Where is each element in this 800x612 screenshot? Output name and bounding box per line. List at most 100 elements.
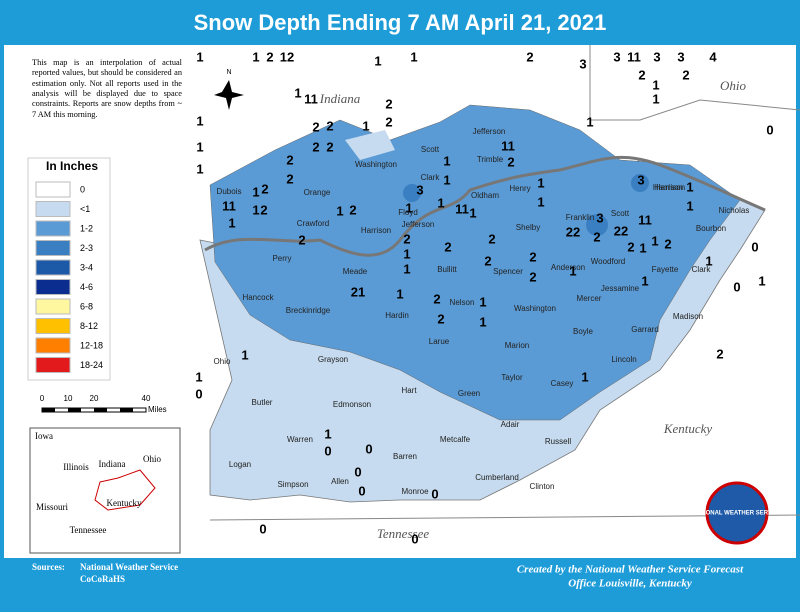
state-border	[209, 514, 800, 521]
county-label: Warren	[287, 435, 313, 444]
snow-report: 1	[396, 286, 403, 301]
county-label: Oldham	[471, 191, 499, 200]
county-label: Clark	[692, 265, 712, 274]
snow-report: 1	[228, 215, 235, 230]
county-label: Marion	[505, 341, 529, 350]
county-label: Harrison	[655, 183, 685, 192]
county-label: Crawford	[297, 219, 329, 228]
snow-report: 1	[537, 194, 544, 209]
note: This map is an interpolation of actual r…	[32, 58, 182, 119]
snow-report: 3	[677, 49, 684, 64]
credit: Office Louisville, Kentucky	[568, 578, 692, 590]
snow-report: 1	[479, 294, 486, 309]
snow-report: 2	[326, 118, 333, 133]
county-label: Scott	[611, 209, 630, 218]
snow-report: 3	[579, 56, 586, 71]
snow-report: 2	[326, 139, 333, 154]
snow-report: 1	[686, 179, 693, 194]
county-label: Fayette	[652, 265, 679, 274]
inset-label: Missouri	[36, 502, 69, 512]
county-label: Dubois	[217, 187, 242, 196]
legend-swatch	[35, 201, 71, 217]
legend-title: In Inches	[46, 159, 98, 173]
snow-report: 0	[259, 521, 266, 536]
snow-report: 2	[349, 202, 356, 217]
county-label: Logan	[229, 460, 251, 469]
snow-report: 2	[403, 231, 410, 246]
legend-label: 6-8	[80, 301, 93, 311]
county-label: Taylor	[501, 373, 523, 382]
snow-report: 1	[241, 347, 248, 362]
snow-report: 4	[709, 49, 717, 64]
snow-report: 1	[639, 240, 646, 255]
legend-label: 18-24	[80, 360, 103, 370]
snow-report: 1	[581, 369, 588, 384]
county-label: Jessamine	[601, 284, 640, 293]
snow-report: 3	[416, 182, 423, 197]
scale-label: 0	[40, 394, 45, 403]
county-label: Spencer	[493, 267, 523, 276]
snow-report: 1	[195, 369, 202, 384]
snow-report: 2	[664, 236, 671, 251]
snow-report: 1	[443, 153, 450, 168]
legend-swatch	[35, 220, 71, 237]
county-label: Monroe	[401, 487, 429, 496]
snow-report: 21	[351, 284, 365, 299]
snow-report: 2	[444, 239, 451, 254]
source: CoCoRaHS	[80, 574, 125, 584]
snow-report: 2	[266, 49, 273, 64]
county-label: Ohio	[214, 357, 231, 366]
snow-report: 2	[627, 239, 634, 254]
county-label: Larue	[429, 337, 450, 346]
county-label: Henry	[509, 184, 530, 193]
state-label: Kentucky	[663, 421, 713, 436]
snow-report: 0	[411, 531, 418, 546]
snow-report: 0	[195, 386, 202, 401]
snow-report: 1	[641, 273, 648, 288]
snow-report: 1	[252, 202, 259, 217]
snow-report: 1	[437, 195, 444, 210]
nws-logo-text: NATIONAL WEATHER SERVICE	[692, 511, 782, 517]
county-label: Hardin	[385, 311, 409, 320]
snow-report: 1	[443, 172, 450, 187]
snow-report: 2	[433, 291, 440, 306]
snow-report: 11	[304, 91, 318, 106]
region-1-2	[209, 104, 741, 421]
snow-report: 2	[529, 249, 536, 264]
scale-label: 20	[90, 394, 99, 403]
county-label: Cumberland	[475, 473, 519, 482]
snow-report: 2	[488, 231, 495, 246]
legend-swatch	[35, 337, 71, 354]
county-label: Washington	[355, 160, 397, 169]
county-label: Nicholas	[719, 206, 750, 215]
legend-label: 8-12	[80, 321, 98, 331]
title: Snow Depth Ending 7 AM April 21, 2021	[194, 10, 607, 35]
snow-report: 22	[566, 224, 580, 239]
inset-label: Indiana	[99, 459, 126, 469]
snow-report: 11	[455, 201, 469, 216]
snow-report: 1	[336, 203, 343, 218]
legend-swatch	[35, 318, 71, 334]
county-label: Perry	[272, 254, 291, 263]
snow-report: 1	[324, 426, 331, 441]
legend-label: 4-6	[80, 282, 93, 292]
county-label: Casey	[551, 379, 574, 388]
title-bar	[0, 0, 800, 45]
county-label: Clinton	[530, 482, 555, 491]
snow-report: 11	[627, 49, 641, 64]
county-label: Edmonson	[333, 400, 371, 409]
county-label: Harrison	[653, 183, 683, 192]
county-label: Mercer	[577, 294, 602, 303]
county-label: Metcalfe	[440, 435, 471, 444]
county-label: Washington	[514, 304, 556, 313]
county-label: Hart	[401, 386, 417, 395]
legend-label: 2-3	[80, 243, 93, 253]
snow-report: 2	[437, 311, 444, 326]
snow-report: 1	[652, 77, 659, 92]
county-label: Jefferson	[402, 220, 435, 229]
snow-report: 0	[733, 279, 740, 294]
snow-report: 1	[362, 118, 369, 133]
snow-report: 2	[286, 152, 293, 167]
source: National Weather Service	[80, 562, 178, 572]
snow-report: 1	[252, 184, 259, 199]
